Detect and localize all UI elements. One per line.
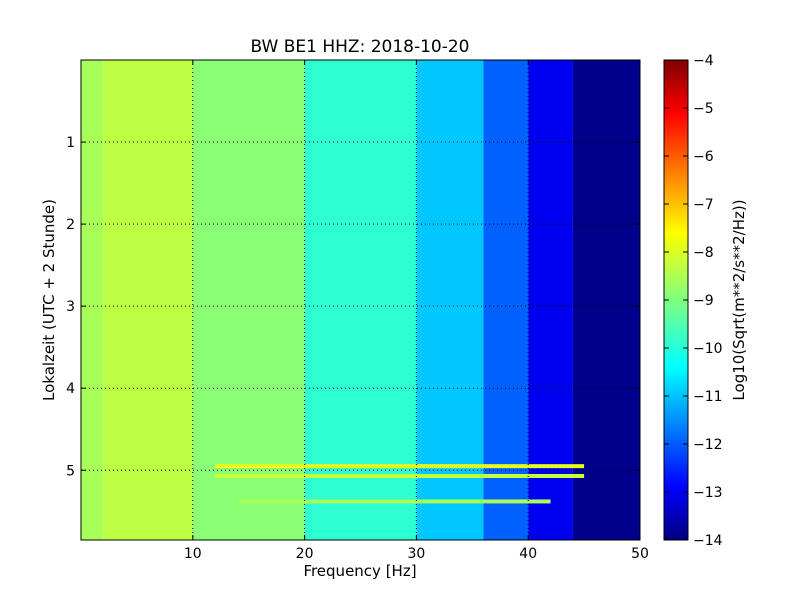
colorbar-ticks: −14 −13 −12 −11 −10 −9 −8 −7 −6 −5 −4: [664, 53, 723, 549]
colorbar-label: Log10(Sqrt(m**2/s**2/Hz)): [730, 199, 748, 400]
colorbar-tick-label: −11: [693, 389, 723, 405]
colorbar-tick-label: −6: [693, 149, 714, 165]
colorbar-tick-label: −12: [693, 437, 723, 453]
x-axis-ticks: 10 20 30 40 50: [184, 60, 649, 562]
colorbar-tick-label: −5: [693, 101, 714, 117]
y-tick-label: 3: [66, 299, 75, 315]
colorbar-tick-label: −13: [693, 485, 723, 501]
grid-lines: [81, 60, 640, 540]
y-axis-label: Lokalzeit (UTC + 2 Stunde): [40, 199, 58, 401]
x-tick-label: 50: [631, 546, 649, 562]
colorbar-tick-label: −14: [693, 533, 723, 549]
x-tick-label: 10: [184, 546, 202, 562]
spectral-line: [215, 464, 585, 469]
spectral-line: [237, 499, 551, 504]
heatmap-region: [416, 60, 484, 540]
x-tick-label: 20: [296, 546, 314, 562]
heatmap-region: [103, 60, 193, 540]
y-tick-label: 2: [66, 217, 75, 233]
heatmap-region: [572, 60, 640, 540]
colorbar-tick-label: −4: [693, 53, 714, 69]
colorbar-tick-label: −8: [693, 245, 714, 261]
colorbar: −14 −13 −12 −11 −10 −9 −8 −7 −6 −5 −4 Log10(Sqrt(m…: [663, 53, 748, 549]
y-tick-label: 1: [66, 135, 75, 151]
y-tick-label: 5: [66, 463, 75, 479]
y-tick-label: 4: [66, 381, 75, 397]
heatmap-region: [483, 60, 529, 540]
spectral-line: [215, 474, 585, 478]
colorbar-tick-label: −10: [693, 341, 723, 357]
plot-frame: [80, 59, 641, 541]
colorbar-tick-label: −9: [693, 293, 714, 309]
heatmap-region: [304, 60, 417, 540]
colorbar-tick-label: −7: [693, 197, 714, 213]
chart-title: BW BE1 HHZ: 2018-10-20: [250, 37, 469, 57]
heatmap-region: [192, 60, 305, 540]
x-axis-label: Frequency [Hz]: [303, 562, 416, 580]
heatmap-region: [81, 60, 104, 540]
heatmap-cells: [81, 60, 640, 540]
y-axis-ticks: 1 2 3 4 5: [66, 135, 640, 479]
plot-area: 10 20 30 40 50 1 2 3 4 5: [66, 59, 649, 562]
x-tick-label: 40: [519, 546, 537, 562]
x-tick-label: 30: [407, 546, 425, 562]
heatmap-region: [528, 60, 573, 540]
